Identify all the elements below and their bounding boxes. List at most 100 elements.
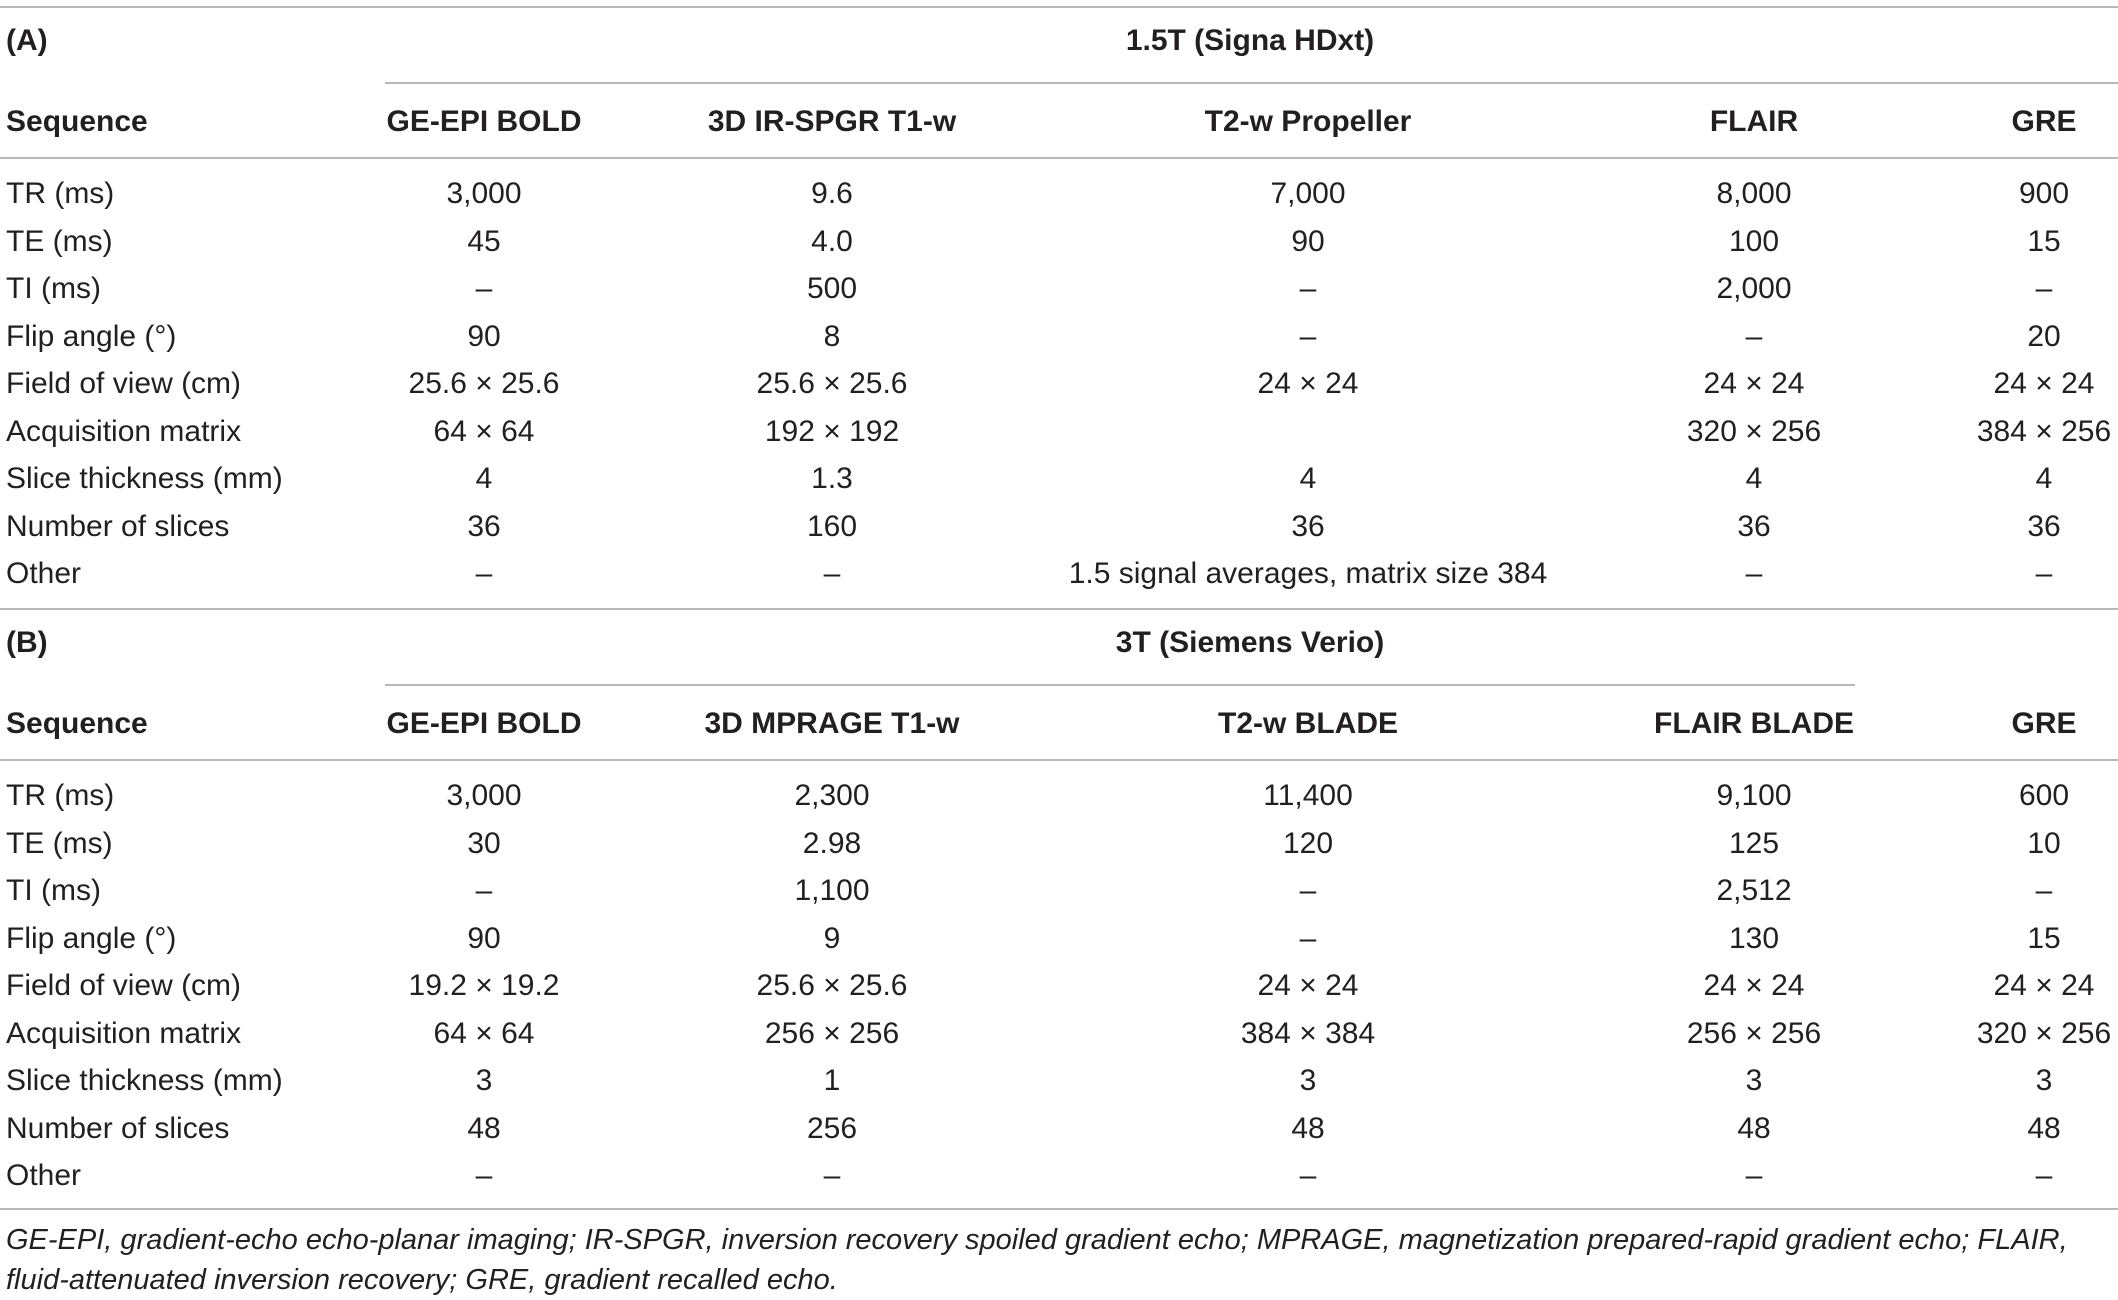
section-label: (B) <box>6 626 48 659</box>
parameter-value: 600 <box>2018 779 2070 812</box>
parameter-value: 256 × 256 <box>1686 1016 1822 1050</box>
parameter-value: 15 <box>2027 921 2061 955</box>
parameter-value: 10 <box>2027 826 2061 860</box>
table-bottom-rule <box>0 1208 2118 1210</box>
parameter-value: 36 <box>1291 509 1325 543</box>
header-rule <box>0 157 2118 159</box>
parameter-value: – <box>823 557 841 590</box>
parameter-label: Field of view (cm) <box>6 969 242 1002</box>
parameter-value: 1.5 signal averages, matrix size 384 <box>1068 557 1548 590</box>
parameter-value: 25.6 × 25.6 <box>756 969 908 1002</box>
parameter-value: 100 <box>1728 224 1780 258</box>
section-top-rule <box>0 6 2118 8</box>
column-header: GRE <box>2011 707 2077 740</box>
parameter-value: 120 <box>1282 826 1334 860</box>
parameter-label: Number of slices <box>6 1111 230 1145</box>
parameter-value: 7,000 <box>1270 177 1346 210</box>
parameter-value: 25.6 × 25.6 <box>408 367 560 400</box>
parameter-value: 384 × 256 <box>1976 414 2112 448</box>
parameter-value: 2,000 <box>1716 272 1792 305</box>
parameter-value: 36 <box>2027 509 2061 543</box>
section-label: (A) <box>6 24 48 57</box>
parameter-value: – <box>1745 557 1763 590</box>
parameter-value: 48 <box>1291 1111 1325 1145</box>
parameter-value: 8 <box>823 319 841 353</box>
parameter-value: – <box>2035 1159 2053 1192</box>
column-header: GE-EPI BOLD <box>386 707 582 740</box>
parameter-value: 4 <box>2035 462 2053 495</box>
spanner-rule <box>385 82 2118 84</box>
parameter-value: 130 <box>1728 921 1780 955</box>
parameter-value: 3 <box>1299 1064 1317 1097</box>
parameter-value: 24 × 24 <box>1703 969 1805 1002</box>
parameter-value: 4.0 <box>811 224 853 258</box>
parameter-value: 25.6 × 25.6 <box>756 367 908 400</box>
parameter-label: TE (ms) <box>6 826 113 860</box>
parameter-value: 90 <box>467 319 501 353</box>
parameter-value: 64 × 64 <box>433 1016 535 1050</box>
parameter-label: Field of view (cm) <box>6 367 242 400</box>
parameter-value: – <box>2035 874 2053 907</box>
parameter-value: 11,400 <box>1263 779 1353 812</box>
parameter-value: 48 <box>2027 1111 2061 1145</box>
column-header: GRE <box>2011 105 2077 138</box>
parameter-value: 500 <box>806 272 858 305</box>
parameter-value: 4 <box>1745 462 1763 495</box>
parameter-value: 256 <box>806 1111 858 1145</box>
parameter-value: – <box>2035 557 2053 590</box>
parameter-value: 4 <box>1299 462 1317 495</box>
parameter-value: 8,000 <box>1716 177 1792 210</box>
parameter-value: 384 × 384 <box>1240 1016 1376 1050</box>
parameter-value: 24 × 24 <box>1257 367 1359 400</box>
parameter-value: – <box>1745 319 1763 353</box>
parameter-value: 64 × 64 <box>433 414 535 448</box>
parameter-value: 9 <box>823 921 841 955</box>
column-header: T2-w BLADE <box>1218 707 1398 740</box>
parameter-value: 1 <box>823 1064 841 1097</box>
parameter-value: 160 <box>806 509 858 543</box>
parameter-value: – <box>1299 921 1317 955</box>
parameter-value: – <box>1299 272 1317 305</box>
column-header: T2-w Propeller <box>1204 105 1412 138</box>
column-header: GE-EPI BOLD <box>386 105 582 138</box>
parameter-label: Slice thickness (mm) <box>6 1064 283 1097</box>
parameter-value: 3,000 <box>446 177 522 210</box>
parameter-label: Slice thickness (mm) <box>6 462 283 495</box>
parameter-value: 9.6 <box>811 177 853 210</box>
parameter-value: 320 × 256 <box>1976 1016 2112 1050</box>
parameter-value: 90 <box>1291 224 1325 258</box>
parameter-label: TI (ms) <box>6 874 101 907</box>
column-header: 3D IR-SPGR T1-w <box>707 105 957 138</box>
parameter-value: 3 <box>2035 1064 2053 1097</box>
parameter-value: 36 <box>1737 509 1771 543</box>
header-rule <box>0 759 2118 761</box>
parameter-value: 20 <box>2027 319 2061 353</box>
parameter-label: TR (ms) <box>6 177 115 210</box>
parameter-label: TR (ms) <box>6 779 115 812</box>
scanner-heading: 3T (Siemens Verio) <box>1115 626 1385 659</box>
parameter-value: 2,300 <box>794 779 870 812</box>
parameter-value: 24 × 24 <box>1993 969 2095 1002</box>
parameter-value: – <box>1299 1159 1317 1192</box>
parameter-value: – <box>823 1159 841 1192</box>
parameter-value: 48 <box>467 1111 501 1145</box>
parameter-value: 48 <box>1737 1111 1771 1145</box>
parameter-value: – <box>475 874 493 907</box>
sequence-header: Sequence <box>6 105 148 138</box>
parameter-label: Flip angle (°) <box>6 921 177 955</box>
column-header: FLAIR BLADE <box>1654 707 1854 740</box>
parameter-value: – <box>1745 1159 1763 1192</box>
parameter-value: – <box>475 1159 493 1192</box>
parameter-value: – <box>475 557 493 590</box>
column-header: FLAIR <box>1709 105 1799 138</box>
parameter-value: 24 × 24 <box>1703 367 1805 400</box>
parameter-label: Number of slices <box>6 509 230 543</box>
parameter-value: 24 × 24 <box>1993 367 2095 400</box>
parameter-value: – <box>1299 874 1317 907</box>
parameter-value: 4 <box>475 462 493 495</box>
parameter-value: 900 <box>2018 177 2070 210</box>
parameter-value: 2,512 <box>1716 874 1792 907</box>
parameter-value: 3,000 <box>446 779 522 812</box>
parameter-value: – <box>1299 319 1317 353</box>
